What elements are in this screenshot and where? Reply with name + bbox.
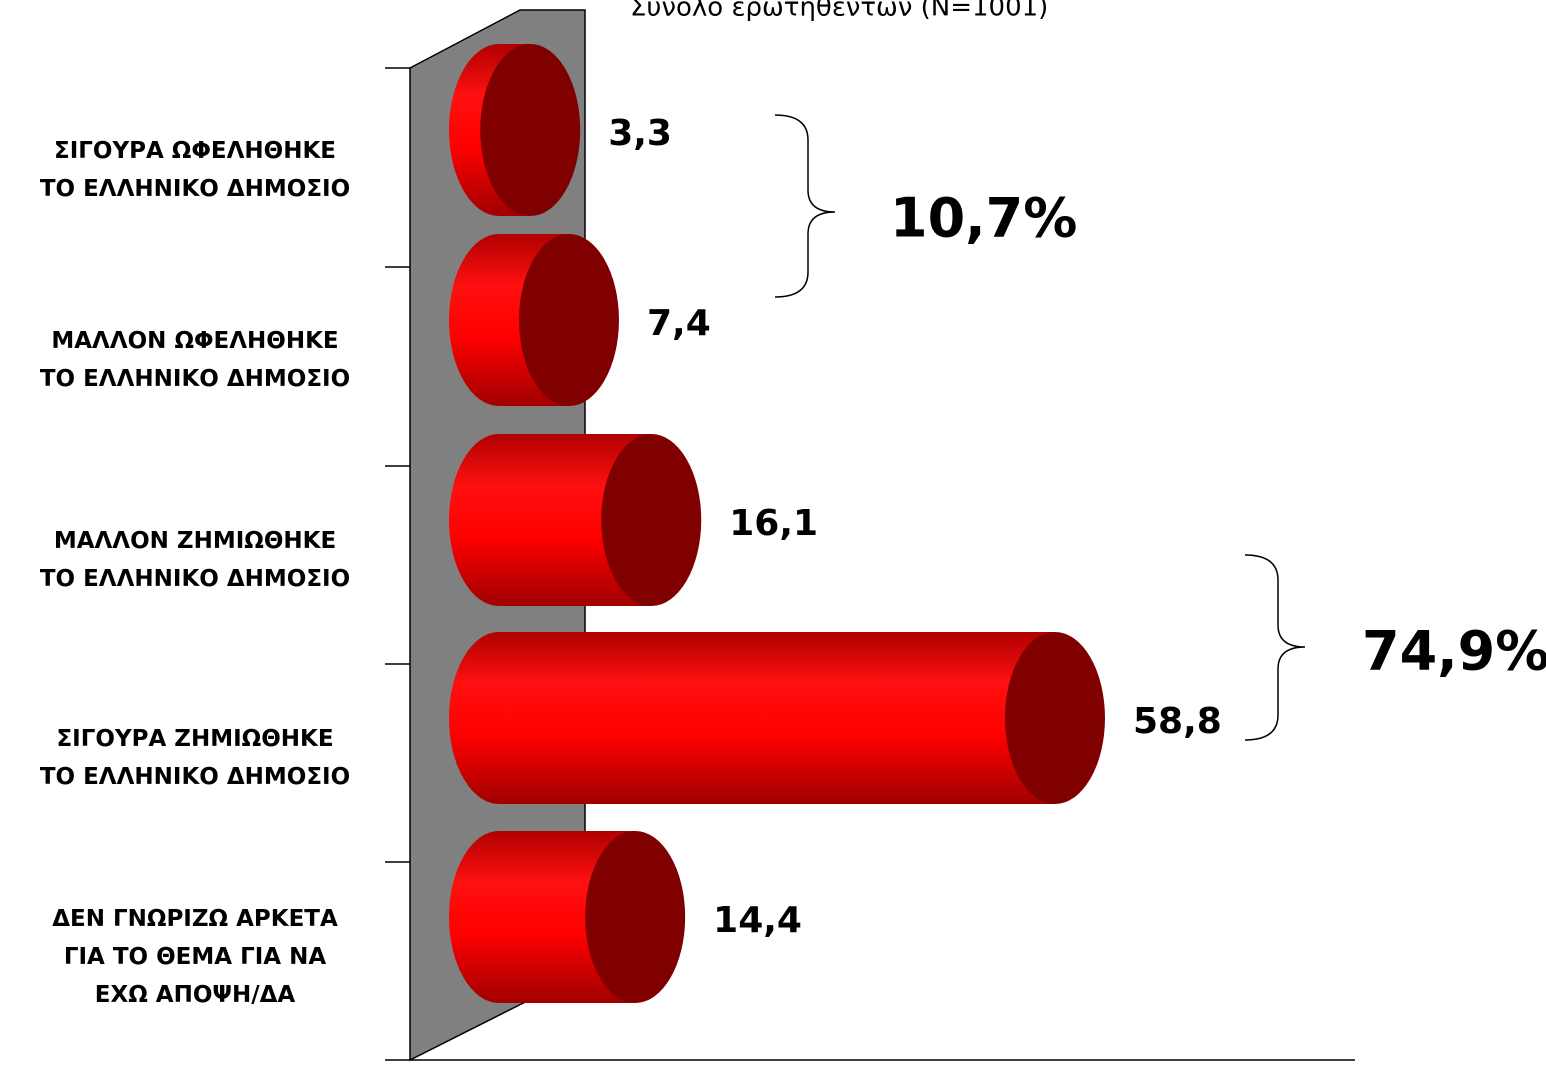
annotation: 10,7%: [890, 187, 1077, 250]
bar-start-cap: [449, 632, 549, 804]
bar: [449, 632, 1105, 804]
category-label: ΔΕΝ ΓΝΩΡΙΖΩ ΑΡΚΕΤΑ ΓΙΑ ΤΟ ΘΕΜΑ ΓΙΑ ΝΑ ΕΧΩ …: [52, 906, 338, 1008]
subtitle: Σύνολο ερωτηθέντων (Ν=1001): [630, 0, 1048, 23]
bar: [449, 831, 686, 1003]
value-label: 3,3: [608, 113, 672, 154]
bar-end-cap: [480, 44, 581, 216]
category-label: ΣΙΓΟΥΡΑ ΖΗΜΙΩΘΗΚΕ ΤΟ ΕΛΛΗΝΙΚΟ ΔΗΜΟΣΙΟ: [40, 726, 350, 790]
annotation: 74,9%: [1362, 620, 1546, 683]
bar: [449, 44, 581, 216]
brace: [1244, 554, 1306, 741]
bar-body: [499, 632, 1055, 804]
bar-start-cap: [449, 234, 549, 406]
value-label: 7,4: [647, 303, 711, 344]
brace: [774, 114, 836, 298]
bar-end-cap: [601, 434, 702, 606]
bar-end-cap: [1004, 632, 1105, 804]
category-label: ΣΙΓΟΥΡΑ ΩΦΕΛΗΘΗΚΕ ΤΟ ΕΛΛΗΝΙΚΟ ΔΗΜΟΣΙΟ: [40, 138, 350, 202]
bar-start-cap: [449, 831, 549, 1003]
value-label: 14,4: [713, 900, 802, 941]
bar-start-cap: [449, 434, 549, 606]
bar-end-cap: [518, 234, 619, 406]
bar-end-cap: [585, 831, 686, 1003]
category-label: ΜΑΛΛΟΝ ΖΗΜΙΩΘΗΚΕ ΤΟ ΕΛΛΗΝΙΚΟ ΔΗΜΟΣΙΟ: [40, 528, 350, 592]
bar: [449, 234, 619, 406]
value-label: 58,8: [1133, 701, 1222, 742]
category-label: ΜΑΛΛΟΝ ΩΦΕΛΗΘΗΚΕ ΤΟ ΕΛΛΗΝΙΚΟ ΔΗΜΟΣΙΟ: [40, 328, 350, 392]
value-label: 16,1: [729, 503, 818, 544]
tick-marks: [385, 67, 410, 1061]
bar: [449, 434, 702, 606]
